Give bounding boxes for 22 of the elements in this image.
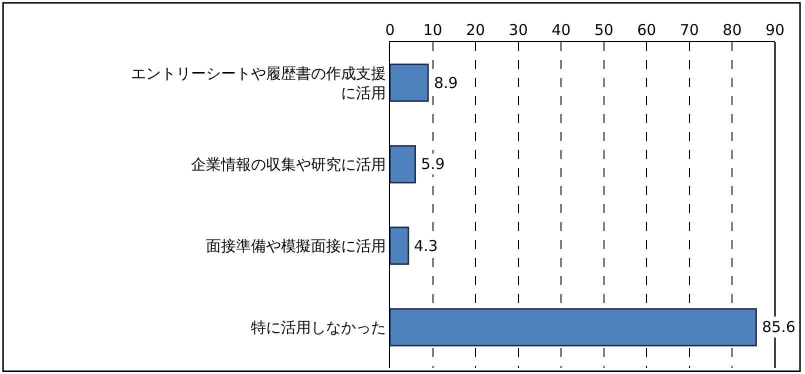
x-tick-label: 60 [637,21,656,39]
x-tick-label: 40 [552,21,571,39]
data-label: 85.6 [762,318,796,336]
y-tick-label: エントリーシートや履歴書の作成支援に活用 [131,64,386,102]
bar [390,145,416,184]
x-tick-label: 30 [508,21,528,39]
x-tick-label: 80 [722,21,742,39]
x-tick-label: 10 [423,21,442,39]
data-label: 5.9 [421,155,445,173]
y-tick-label: 企業情報の収集や研究に活用 [191,156,386,174]
bar [390,308,757,346]
y-tick-label: 面接準備や模擬面接に活用 [206,237,386,255]
x-tick-label: 90 [765,21,785,39]
y-tick-label: 特に活用しなかった [251,318,386,336]
data-label: 4.3 [414,237,438,255]
x-tick-label: 70 [680,21,699,39]
bar [390,64,429,102]
data-label: 8.9 [434,74,458,92]
x-tick-label: 20 [466,21,486,39]
x-tick-label: 50 [594,21,614,39]
x-tick-label: 0 [385,21,395,39]
bar [390,226,410,265]
